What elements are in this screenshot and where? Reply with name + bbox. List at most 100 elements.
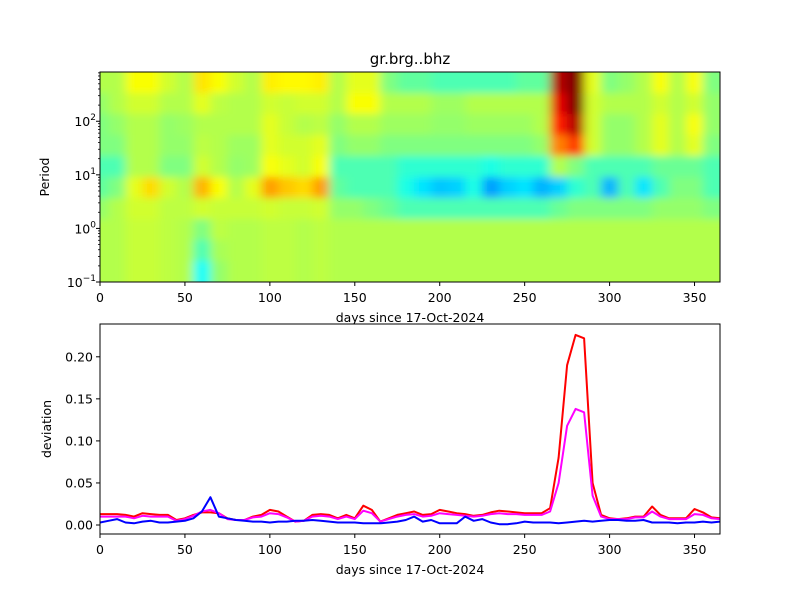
- heatmap-cell: [210, 135, 228, 157]
- heatmap-cell: [380, 93, 398, 115]
- heatmap-cell: [142, 198, 160, 220]
- heatmap-cell: [414, 177, 432, 199]
- heatmap-cell: [329, 219, 347, 241]
- heatmap-cell: [142, 240, 160, 262]
- heatmap-cell: [176, 135, 194, 157]
- heatmap-cell: [346, 135, 364, 157]
- heatmap-cell: [703, 240, 720, 262]
- heatmap-cell: [703, 135, 720, 157]
- x-tick-label: 350: [683, 542, 707, 557]
- heatmap-cell: [159, 72, 177, 94]
- heatmap-cell: [278, 240, 296, 262]
- heatmap-cell: [550, 219, 568, 241]
- heatmap-cell: [516, 93, 534, 115]
- x-tick-label: 200: [428, 542, 452, 557]
- heatmap-cell: [635, 219, 653, 241]
- heatmap-cell: [550, 93, 568, 115]
- heatmap-cell: [567, 240, 585, 262]
- heatmap-cell: [601, 198, 619, 220]
- heatmap-cell: [499, 72, 517, 94]
- heatmap-cell: [516, 177, 534, 199]
- heatmap-cell: [635, 114, 653, 136]
- heatmap-cell: [176, 219, 194, 241]
- heatmap-cell: [635, 72, 653, 94]
- heatmap-cell: [635, 93, 653, 115]
- heatmap-cell: [261, 177, 279, 199]
- heatmap-cell: [380, 177, 398, 199]
- x-tick-label: 150: [343, 290, 367, 305]
- heatmap-cell: [669, 156, 687, 178]
- y-tick-label: 102: [74, 113, 96, 129]
- heatmap-cell: [278, 198, 296, 220]
- heatmap-cell: [618, 93, 636, 115]
- heatmap-cell: [125, 261, 143, 282]
- heatmap-cell: [397, 198, 415, 220]
- heatmap-cell: [210, 240, 228, 262]
- heatmap-cell: [261, 72, 279, 94]
- heatmap-cell: [516, 219, 534, 241]
- heatmap-cell: [176, 261, 194, 282]
- y-tick-label: 100: [74, 220, 96, 236]
- heatmap-cell: [533, 261, 551, 282]
- heatmap-cell: [363, 219, 381, 241]
- heatmap-cell: [363, 198, 381, 220]
- heatmap-cell: [176, 177, 194, 199]
- heatmap-cell: [431, 114, 449, 136]
- heatmap-cell: [465, 177, 483, 199]
- heatmap-cell: [601, 93, 619, 115]
- heatmap-cell: [618, 240, 636, 262]
- heatmap-cell: [295, 177, 313, 199]
- heatmap-cell: [363, 114, 381, 136]
- heatmap-cell: [244, 261, 262, 282]
- heatmap-cell: [380, 219, 398, 241]
- x-tick-label: 200: [428, 290, 452, 305]
- heatmap-cell: [584, 177, 602, 199]
- heatmap-cell: [100, 135, 109, 157]
- heatmap-cell: [210, 261, 228, 282]
- heatmap-cell: [414, 240, 432, 262]
- heatmap-cell: [108, 156, 126, 178]
- heatmap-cell: [448, 135, 466, 157]
- heatmap-cell: [100, 261, 109, 282]
- heatmap-cell: [550, 177, 568, 199]
- heatmap-cell: [244, 114, 262, 136]
- heatmap-cell: [431, 177, 449, 199]
- heatmap-cell: [346, 156, 364, 178]
- heatmap-cell: [261, 261, 279, 282]
- heatmap-cell: [533, 219, 551, 241]
- heatmap-cell: [176, 156, 194, 178]
- heatmap-cell: [261, 156, 279, 178]
- heatmap-cell: [244, 198, 262, 220]
- x-tick-label: 100: [258, 290, 282, 305]
- heatmap-cell: [193, 156, 211, 178]
- heatmap-cell: [125, 135, 143, 157]
- heatmap-cell: [482, 93, 500, 115]
- heatmap-cell: [210, 72, 228, 94]
- heatmap-cell: [601, 261, 619, 282]
- heatmap-cell: [482, 72, 500, 94]
- heatmap-cell: [431, 240, 449, 262]
- heatmap-cell: [363, 93, 381, 115]
- heatmap-cell: [448, 93, 466, 115]
- heatmap-cell: [100, 240, 109, 262]
- heatmap-cell: [380, 114, 398, 136]
- heatmap-cell: [312, 177, 330, 199]
- heatmap-cell: [431, 72, 449, 94]
- heatmap-cell: [142, 156, 160, 178]
- heatmap-cell: [125, 72, 143, 94]
- heatmap-cell: [227, 177, 245, 199]
- line-xlabel: days since 17-Oct-2024: [336, 562, 485, 577]
- heatmap-cell: [618, 198, 636, 220]
- heatmap-xlabel: days since 17-Oct-2024: [336, 310, 485, 325]
- heatmap-cell: [465, 135, 483, 157]
- heatmap-cell: [669, 219, 687, 241]
- heatmap-cell: [193, 219, 211, 241]
- heatmap-cell: [652, 72, 670, 94]
- line-ylabel: deviation: [39, 400, 54, 458]
- heatmap-cell: [482, 198, 500, 220]
- heatmap-cell: [312, 240, 330, 262]
- heatmap-cell: [431, 219, 449, 241]
- line-series-group: [100, 333, 720, 526]
- y-tick-label: 101: [74, 167, 96, 183]
- heatmap-cell: [142, 72, 160, 94]
